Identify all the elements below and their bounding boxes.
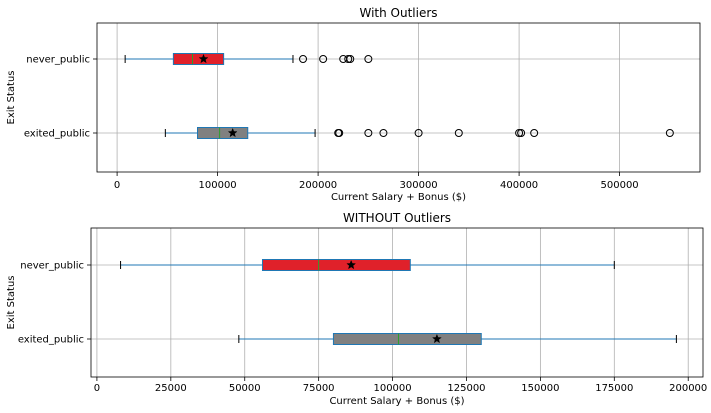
x-tick-label: 400000 — [500, 180, 538, 191]
x-tick-label: 25000 — [155, 383, 187, 394]
boxplot-exited_public — [238, 333, 677, 345]
boxplot-never_public — [120, 259, 615, 271]
iqr-box — [261, 259, 411, 271]
x-tick-label: 200000 — [299, 180, 337, 191]
x-tick-label: 75000 — [303, 383, 335, 394]
x-axis-label: Current Salary + Bonus ($) — [331, 192, 466, 203]
mean-marker — [227, 127, 238, 138]
x-tick-label: 100000 — [373, 383, 411, 394]
outlier-point — [515, 129, 524, 137]
chart-panel-1: 0 100000 200000 300000 400000 500000 never_pub… — [6, 6, 701, 203]
boxplot-never_public — [124, 53, 373, 65]
outlier-point — [530, 129, 539, 137]
outlier-point — [517, 129, 526, 137]
x-tick-label: 150000 — [521, 383, 559, 394]
x-axis-label: Current Salary + Bonus ($) — [329, 396, 464, 407]
y-tick-label: never_public — [20, 261, 84, 272]
outlier-point — [454, 129, 463, 137]
x-tick-label: 300000 — [400, 180, 438, 191]
outlier-point — [335, 129, 344, 137]
chart-title: With Outliers — [359, 6, 437, 20]
x-tick-label: 0 — [114, 180, 120, 191]
x-tick-label: 0 — [94, 383, 100, 394]
outlier-point — [344, 55, 353, 63]
outlier-point — [379, 129, 388, 137]
mean-marker — [431, 333, 442, 344]
x-tick-label: 125000 — [447, 383, 485, 394]
axes-frame — [96, 22, 701, 173]
mean-marker — [198, 53, 209, 64]
outlier-point — [299, 55, 308, 63]
outlier-point — [364, 55, 373, 63]
chart-panel-2: 0 25000 50000 75000 100000 125000 150000 175000… — [6, 211, 707, 407]
outlier-point — [346, 55, 355, 63]
outlier-point — [414, 129, 423, 137]
outlier-point — [364, 129, 373, 137]
x-tick-label: 100000 — [199, 180, 237, 191]
outlier-point — [319, 55, 328, 63]
outlier-point — [665, 129, 674, 137]
y-axis-label: Exit Status — [6, 71, 17, 125]
y-tick-label: never_public — [26, 55, 90, 66]
x-tick-label: 50000 — [229, 383, 261, 394]
boxplot-exited_public — [164, 127, 674, 139]
y-tick-label: exited_public — [24, 129, 90, 140]
iqr-box — [197, 127, 249, 139]
chart-title: WITHOUT Outliers — [343, 211, 451, 225]
y-tick-label: exited_public — [18, 335, 84, 346]
iqr-box — [332, 333, 482, 345]
x-tick-label: 175000 — [595, 383, 633, 394]
mean-marker — [346, 259, 357, 270]
axes-frame — [90, 227, 704, 378]
iqr-box — [172, 53, 225, 65]
x-tick-label: 500000 — [601, 180, 639, 191]
y-axis-label: Exit Status — [6, 276, 17, 330]
x-tick-label: 200000 — [669, 383, 707, 394]
